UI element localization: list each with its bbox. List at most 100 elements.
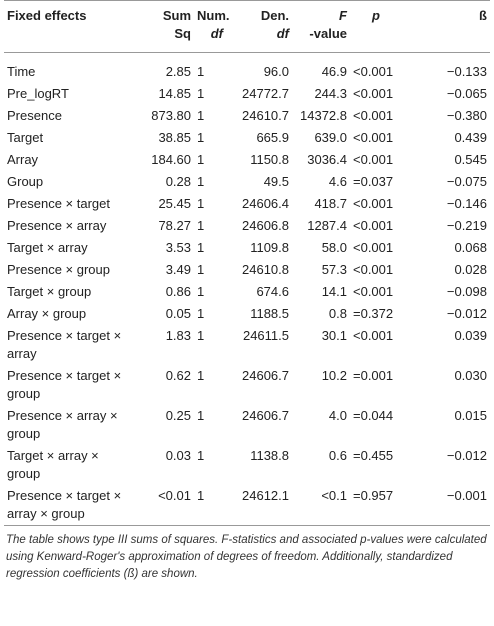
table-cell: 418.7 [314, 196, 347, 211]
table-cell: <0.001 [353, 130, 394, 145]
header-text: ß [479, 8, 487, 23]
table-cell: 1 [197, 262, 205, 277]
table-cell: 0.25 [165, 408, 191, 423]
table-cell: Presence × target × group [7, 368, 122, 401]
table-cell: 24610.7 [242, 108, 289, 123]
table-cell: 14.1 [321, 284, 347, 299]
header-text: df [276, 26, 289, 41]
table-cell: −0.012 [446, 306, 487, 321]
table-cell: −0.001 [446, 488, 487, 503]
table-cell: 57.3 [321, 262, 347, 277]
table-cell: =0.455 [353, 448, 394, 463]
table-row: Presence × target × group 0.62 1 24606.7 10.… [4, 365, 490, 405]
table-cell: <0.001 [353, 284, 394, 299]
header-text: Num. [197, 8, 230, 23]
table-cell: 14.85 [158, 86, 191, 101]
table-cell: Target × array [7, 240, 88, 255]
table-cell: 24612.1 [242, 488, 289, 503]
table-cell: 1.83 [165, 328, 191, 343]
table-row: Group 0.28 1 49.5 4.6 =0.037 −0.075 [4, 171, 490, 193]
header-cell: Sum Sq [136, 1, 194, 53]
table-cell: 14372.8 [300, 108, 347, 123]
table-cell: 0.015 [454, 408, 487, 423]
header-cell: Den. df [226, 1, 292, 53]
table-cell: Target × array × group [7, 448, 99, 481]
table-cell: 0.6 [328, 448, 347, 463]
table-cell: 0.62 [165, 368, 191, 383]
table-cell: Array × group [7, 306, 87, 321]
table-cell: 1 [197, 488, 205, 503]
table-cell: 1 [197, 218, 205, 233]
table-cell: −0.380 [446, 108, 487, 123]
table-cell: 0.028 [454, 262, 487, 277]
table-cell: 24606.7 [242, 368, 289, 383]
table-cell: 0.439 [454, 130, 487, 145]
table-cell: <0.01 [158, 488, 191, 503]
table-cell: 1 [197, 86, 205, 101]
table-cell: <0.1 [321, 488, 347, 503]
table-cell: 96.0 [263, 64, 289, 79]
header-text: df [210, 26, 223, 41]
table-cell: Presence × array [7, 218, 107, 233]
table-cell: =0.001 [353, 368, 394, 383]
table-cell: =0.037 [353, 174, 394, 189]
table-cell: 38.85 [158, 130, 191, 145]
table-cell: =0.957 [353, 488, 394, 503]
table-cell: 10.2 [321, 368, 347, 383]
table-cell: 873.80 [151, 108, 191, 123]
table-cell: 30.1 [321, 328, 347, 343]
table-cell: −0.098 [446, 284, 487, 299]
header-cell: p [350, 1, 420, 53]
table-row: Target × group 0.86 1 674.6 14.1 <0.001 −0.098 [4, 281, 490, 303]
table-cell: 24610.8 [242, 262, 289, 277]
table-cell: <0.001 [353, 196, 394, 211]
table-row: Time 2.85 1 96.0 46.9 <0.001 −0.133 [4, 53, 490, 84]
table-cell: 2.85 [165, 64, 191, 79]
table-cell: 58.0 [321, 240, 347, 255]
table-cell: 24606.4 [242, 196, 289, 211]
header-text: p [372, 8, 380, 23]
header-text: F [339, 8, 347, 23]
header-text: Sum [162, 8, 191, 23]
table-cell: Presence [7, 108, 62, 123]
table-cell: Target × group [7, 284, 92, 299]
table-cell: 0.86 [165, 284, 191, 299]
table-cell: Presence × target × array [7, 328, 122, 361]
table-cell: 24606.8 [242, 218, 289, 233]
table-cell: 1 [197, 284, 205, 299]
header-text: Den. [260, 8, 289, 23]
table-cell: Presence × target × array × group [7, 488, 122, 521]
table-cell: 1287.4 [307, 218, 347, 233]
table-cell: 1 [197, 130, 205, 145]
table-cell: 1 [197, 196, 205, 211]
table-cell: 184.60 [151, 152, 191, 167]
table-cell: 3.49 [165, 262, 191, 277]
table-cell: <0.001 [353, 86, 394, 101]
table-row: Array 184.60 1 1150.8 3036.4 <0.001 0.545 [4, 149, 490, 171]
table-footnote: The table shows type III sums of squares… [6, 534, 487, 580]
table-cell: Group [7, 174, 44, 189]
header-row: Fixed effects Sum Sq Num. df Den. df F -value p ß [4, 0, 490, 53]
table-cell: −0.012 [446, 448, 487, 463]
table-cell: 1 [197, 174, 205, 189]
header-cell: Num. df [194, 1, 230, 53]
table-cell: 1 [197, 152, 205, 167]
table-body: Time 2.85 1 96.0 46.9 <0.001 −0.133 Pre_logRT 14… [4, 53, 490, 526]
table-cell: Presence × target [7, 196, 110, 211]
table-cell: <0.001 [353, 328, 394, 343]
table-cell: 665.9 [256, 130, 289, 145]
table-cell: <0.001 [353, 108, 394, 123]
table-row: Presence × target × array × group <0.01 1 2… [4, 485, 490, 526]
table-row: Presence 873.80 1 24610.7 14372.8 <0.001 −0.38… [4, 105, 490, 127]
table-cell: Time [7, 64, 36, 79]
table-cell: Pre_logRT [7, 86, 69, 101]
table-cell: 0.05 [165, 306, 191, 321]
table-cell: 674.6 [256, 284, 289, 299]
header-text: Sq [174, 26, 191, 41]
table-cell: 1109.8 [250, 240, 289, 255]
table-cell: Array [7, 152, 39, 167]
table-header: Fixed effects Sum Sq Num. df Den. df F -value p ß [4, 0, 490, 53]
table-row: Target × array 3.53 1 1109.8 58.0 <0.001 0.068 [4, 237, 490, 259]
table-cell: 0.030 [454, 368, 487, 383]
